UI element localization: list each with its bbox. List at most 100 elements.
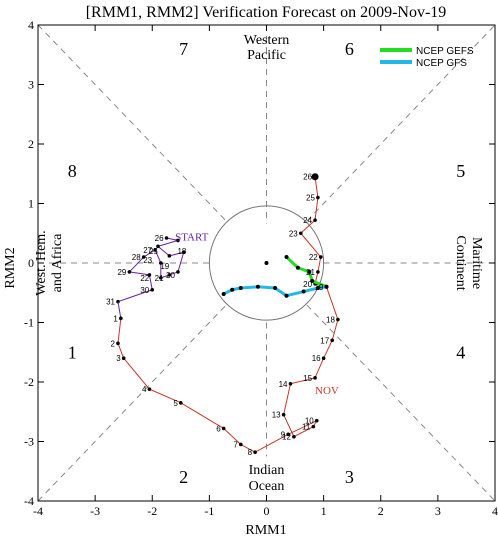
phase-divider-diagonal xyxy=(306,304,496,502)
november-day-label: 11 xyxy=(302,423,311,432)
observed-previous-month-point xyxy=(147,273,152,277)
day-labels: 2627282930311819202122232512345678910111… xyxy=(106,173,335,457)
phase-number: 4 xyxy=(456,342,465,362)
november-day-label: 19 xyxy=(315,283,324,292)
observed-november-point xyxy=(313,218,317,222)
observed-november-point xyxy=(321,356,326,361)
observed-november-point xyxy=(316,270,320,274)
observed-previous-month-point xyxy=(127,270,132,274)
forecast-point xyxy=(310,278,315,283)
phase-number: 2 xyxy=(179,467,188,487)
observed-november-point xyxy=(311,424,316,429)
forecast-point xyxy=(273,285,278,290)
previous-month-day-label: 31 xyxy=(106,298,115,307)
observed-november-point xyxy=(253,450,257,455)
observed-november-point xyxy=(318,255,323,259)
chart-title: [RMM1, RMM2] Verification Forecast on 20… xyxy=(86,4,447,21)
phase-number: 5 xyxy=(456,161,465,181)
forecast-point xyxy=(301,289,306,294)
x-tick-label: -2 xyxy=(147,504,157,518)
forecast-point xyxy=(307,269,312,274)
y-tick-label: 0 xyxy=(28,256,34,270)
observed-november-point xyxy=(316,195,320,200)
november-day-label: 7 xyxy=(233,440,238,449)
previous-month-day-label: 18 xyxy=(177,247,186,256)
observed-november-point xyxy=(313,376,317,380)
previous-month-day-label: 29 xyxy=(117,268,126,277)
november-day-label: 2 xyxy=(111,339,116,348)
x-tick-label: 1 xyxy=(321,504,327,518)
observed-november-point xyxy=(121,356,126,361)
phase-number: 3 xyxy=(345,467,354,487)
region-label-left: and Africa xyxy=(50,233,65,292)
november-day-label: 23 xyxy=(289,229,298,238)
phase-divider-diagonal xyxy=(37,304,227,502)
november-day-label: 1 xyxy=(113,314,118,323)
x-tick-label: 0 xyxy=(264,504,270,518)
region-label-bottom: Indian xyxy=(249,463,285,478)
phase-number: 8 xyxy=(68,161,77,181)
november-day-label: 26 xyxy=(303,173,312,182)
november-day-label: 10 xyxy=(305,417,314,426)
previous-month-day-label: 25 xyxy=(149,247,158,256)
observed-previous-month-point xyxy=(167,254,172,258)
november-day-label: 4 xyxy=(142,385,147,394)
x-tick-label: -1 xyxy=(204,504,214,518)
observed-november-point xyxy=(336,317,340,322)
observed-november-point xyxy=(179,401,183,405)
latest-observation-marker xyxy=(311,173,319,181)
observed-november-point xyxy=(314,418,319,423)
forecast-point xyxy=(295,265,300,270)
phase-divider-diagonal xyxy=(37,24,227,222)
observed-previous-month-point xyxy=(159,261,163,265)
november-day-label: 21 xyxy=(306,268,315,277)
november-day-label: 17 xyxy=(320,336,329,345)
legend-entry: NCEP GEFS xyxy=(416,46,474,57)
annotation-start: START xyxy=(175,231,209,243)
november-day-label: 6 xyxy=(216,424,221,433)
forecast-point xyxy=(324,284,329,289)
annotation-nov: NOV xyxy=(315,385,339,397)
november-day-label: 25 xyxy=(306,194,315,203)
november-day-label: 20 xyxy=(303,280,312,289)
november-day-label: 5 xyxy=(173,399,178,408)
observed-previous-month-point xyxy=(153,248,157,252)
observed-previous-month-point xyxy=(116,299,120,304)
region-label-right: Maritime xyxy=(469,237,484,289)
y-tick-label: -4 xyxy=(24,494,34,508)
previous-month-day-label: 19 xyxy=(160,262,169,271)
observed-previous-month-point xyxy=(176,270,180,274)
november-day-label: 15 xyxy=(303,374,312,383)
observed-november-point xyxy=(298,231,303,236)
observed-previous-month-point xyxy=(176,238,180,243)
november-day-label: 18 xyxy=(326,316,335,325)
phase-number: 1 xyxy=(68,342,77,362)
forecast-point xyxy=(230,287,235,292)
observed-previous-month-point xyxy=(141,255,146,259)
forecast-point xyxy=(315,285,320,290)
y-tick-label: 4 xyxy=(28,18,34,32)
y-tick-label: 1 xyxy=(28,197,34,211)
unit-circle xyxy=(208,205,325,321)
x-tick-label: -3 xyxy=(90,504,100,518)
observed-november-point xyxy=(221,426,226,431)
phase-divider-lines xyxy=(37,24,496,502)
observed-november-point xyxy=(281,412,286,417)
region-label-bottom: Ocean xyxy=(249,479,285,494)
forecast-point xyxy=(284,255,289,260)
previous-month-day-label: 30 xyxy=(140,286,149,295)
forecast-point xyxy=(238,285,243,290)
previous-month-day-label: 22 xyxy=(140,274,149,283)
observed-november-point xyxy=(292,434,296,439)
november-day-label: 3 xyxy=(116,354,121,363)
observed-november-line xyxy=(117,176,339,453)
observed-november-point xyxy=(119,316,123,321)
y-tick-label: -1 xyxy=(24,316,34,330)
observed-november-point xyxy=(147,387,152,391)
annotations: START NOV xyxy=(175,231,339,397)
observed-november-point xyxy=(330,338,334,343)
november-day-label: 22 xyxy=(309,253,318,262)
